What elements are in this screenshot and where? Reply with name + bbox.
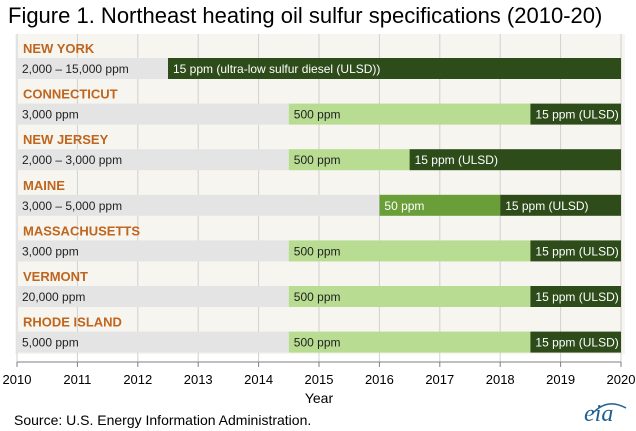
state-label: NEW JERSEY bbox=[23, 132, 109, 147]
segment-label: 500 ppm bbox=[294, 290, 341, 304]
segment-label: 5,000 ppm bbox=[22, 336, 79, 350]
segment-label: 15 ppm (ULSD) bbox=[535, 336, 618, 350]
x-tick-label: 2011 bbox=[63, 372, 91, 387]
x-tick-label: 2016 bbox=[365, 372, 394, 387]
eia-logo-arc-icon bbox=[593, 403, 627, 413]
bar-segment-baseline bbox=[17, 194, 380, 216]
bar-segment-baseline bbox=[17, 103, 289, 125]
x-tick-label: 2013 bbox=[184, 372, 213, 387]
state-label: MAINE bbox=[23, 178, 65, 193]
bar-segment-ulsd bbox=[168, 58, 621, 79]
bar-segment-ulsd bbox=[409, 149, 621, 171]
segment-label: 2,000 – 3,000 ppm bbox=[22, 153, 122, 167]
x-tick-label: 2017 bbox=[425, 372, 454, 387]
x-tick-label: 2018 bbox=[486, 372, 515, 387]
bar-segment-ulsd bbox=[530, 331, 621, 353]
state-label: MASSACHUSETTS bbox=[23, 223, 140, 238]
bar-segment-baseline bbox=[17, 149, 289, 171]
bar-segment-baseline bbox=[17, 58, 168, 79]
segment-label: 15 ppm (ULSD) bbox=[535, 244, 618, 258]
chart-svg: NEW YORK 2,000 – 15,000 ppm 15 ppm (ultra-… bbox=[3, 34, 636, 406]
x-tick-label: 2020 bbox=[607, 372, 636, 387]
x-tick-label: 2019 bbox=[546, 372, 575, 387]
segment-label: 500 ppm bbox=[294, 336, 341, 350]
segment-label: 500 ppm bbox=[294, 153, 341, 167]
segment-label: 500 ppm bbox=[294, 244, 341, 258]
x-axis-label: Year bbox=[305, 390, 334, 406]
source-note: Source: U.S. Energy Information Administ… bbox=[14, 412, 312, 428]
state-label: NEW YORK bbox=[23, 41, 95, 56]
bar-segment-ppm_50 bbox=[379, 194, 501, 216]
bar-segment-baseline bbox=[17, 286, 289, 307]
segment-label: 2,000 – 15,000 ppm bbox=[22, 62, 129, 76]
bar-segment-ppm_500 bbox=[288, 240, 531, 262]
segment-label: 15 ppm (ULSD) bbox=[505, 199, 588, 213]
bar-segment-baseline bbox=[17, 240, 289, 262]
chart-title: Figure 1. Northeast heating oil sulfur s… bbox=[8, 3, 603, 28]
bar-segment-ppm_500 bbox=[288, 286, 531, 307]
segment-label: 15 ppm (ultra-low sulfur diesel (ULSD)) bbox=[173, 62, 380, 76]
segment-label: 500 ppm bbox=[294, 108, 341, 122]
bar-segment-ulsd bbox=[530, 103, 621, 125]
segment-label: 50 ppm bbox=[384, 199, 424, 213]
x-tick-label: 2012 bbox=[123, 372, 152, 387]
segment-label: 15 ppm (ULSD) bbox=[415, 153, 498, 167]
segment-label: 15 ppm (ULSD) bbox=[535, 290, 618, 304]
eia-logo: eia bbox=[584, 401, 614, 427]
bar-segment-ulsd bbox=[500, 194, 621, 216]
bar-segment-ulsd bbox=[530, 240, 621, 262]
bar-segment-ppm_500 bbox=[288, 331, 531, 353]
bar-segment-ppm_500 bbox=[288, 103, 531, 125]
bar-segment-baseline bbox=[17, 331, 289, 353]
x-tick-label: 2015 bbox=[305, 372, 334, 387]
segment-label: 3,000 ppm bbox=[22, 108, 79, 122]
x-tick-label: 2010 bbox=[3, 372, 32, 387]
x-tick-label: 2014 bbox=[244, 372, 273, 387]
segment-label: 20,000 ppm bbox=[22, 290, 85, 304]
segment-label: 3,000 ppm bbox=[22, 244, 79, 258]
bar-segment-ppm_500 bbox=[288, 149, 410, 171]
segment-label: 15 ppm (ULSD) bbox=[535, 108, 618, 122]
segment-label: 3,000 – 5,000 ppm bbox=[22, 199, 122, 213]
state-label: CONNECTICUT bbox=[23, 87, 118, 102]
bar-segment-ulsd bbox=[530, 286, 621, 307]
state-label: RHODE ISLAND bbox=[23, 315, 122, 330]
state-label: VERMONT bbox=[23, 269, 88, 284]
